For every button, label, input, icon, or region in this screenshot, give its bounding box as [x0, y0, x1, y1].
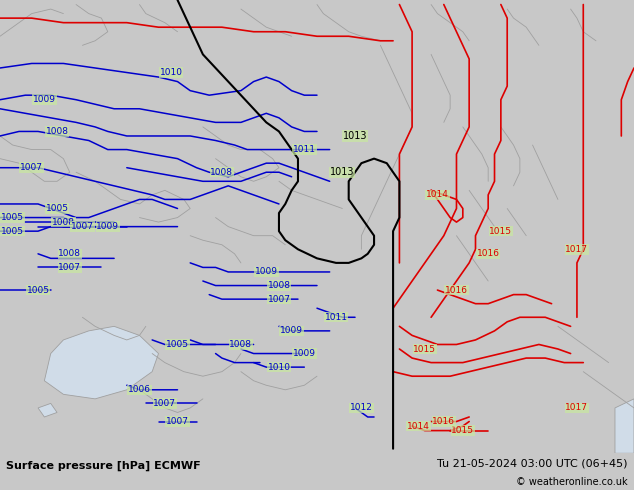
Text: 1008: 1008: [58, 249, 81, 258]
Text: 1008: 1008: [230, 340, 252, 349]
Text: 1016: 1016: [477, 249, 500, 258]
Text: 1008: 1008: [52, 218, 75, 226]
Text: 1008: 1008: [268, 281, 290, 290]
Polygon shape: [44, 326, 158, 399]
Text: 1009: 1009: [96, 222, 119, 231]
Text: 1007: 1007: [153, 399, 176, 408]
Text: 1015: 1015: [451, 426, 474, 435]
Text: 1013: 1013: [343, 131, 367, 141]
Text: 1007: 1007: [268, 294, 290, 304]
Text: 1015: 1015: [413, 344, 436, 353]
Text: 1007: 1007: [58, 263, 81, 272]
Text: 1016: 1016: [445, 286, 468, 294]
Text: 1013: 1013: [330, 167, 354, 177]
Text: 1009: 1009: [280, 326, 303, 335]
Text: 1016: 1016: [432, 417, 455, 426]
Text: 1014: 1014: [426, 191, 449, 199]
Text: 1008: 1008: [46, 127, 68, 136]
Text: 1011: 1011: [293, 145, 316, 154]
Text: 1017: 1017: [566, 245, 588, 254]
Text: 1010: 1010: [160, 68, 183, 77]
Text: 1011: 1011: [325, 313, 347, 322]
Text: Tu 21-05-2024 03:00 UTC (06+45): Tu 21-05-2024 03:00 UTC (06+45): [437, 459, 628, 468]
Text: Surface pressure [hPa] ECMWF: Surface pressure [hPa] ECMWF: [6, 461, 201, 471]
Text: 1014: 1014: [407, 421, 430, 431]
Text: 1006: 1006: [128, 385, 151, 394]
Text: 1008: 1008: [210, 168, 233, 177]
Text: 1009: 1009: [255, 268, 278, 276]
Polygon shape: [615, 399, 634, 453]
Text: 1009: 1009: [293, 349, 316, 358]
Text: 1005: 1005: [46, 204, 68, 213]
Text: 1005: 1005: [27, 286, 49, 294]
Text: 1009: 1009: [33, 95, 56, 104]
Text: 1007: 1007: [166, 417, 189, 426]
Text: 1012: 1012: [350, 403, 373, 413]
Text: 1005: 1005: [166, 340, 189, 349]
Polygon shape: [38, 403, 57, 417]
Text: 1007: 1007: [20, 163, 43, 172]
Text: 1005: 1005: [1, 227, 24, 236]
Text: 1005: 1005: [1, 213, 24, 222]
Text: 1010: 1010: [268, 363, 290, 371]
Text: 1017: 1017: [566, 403, 588, 413]
Text: 1007: 1007: [71, 222, 94, 231]
Text: © weatheronline.co.uk: © weatheronline.co.uk: [516, 477, 628, 487]
Text: 1015: 1015: [489, 227, 512, 236]
